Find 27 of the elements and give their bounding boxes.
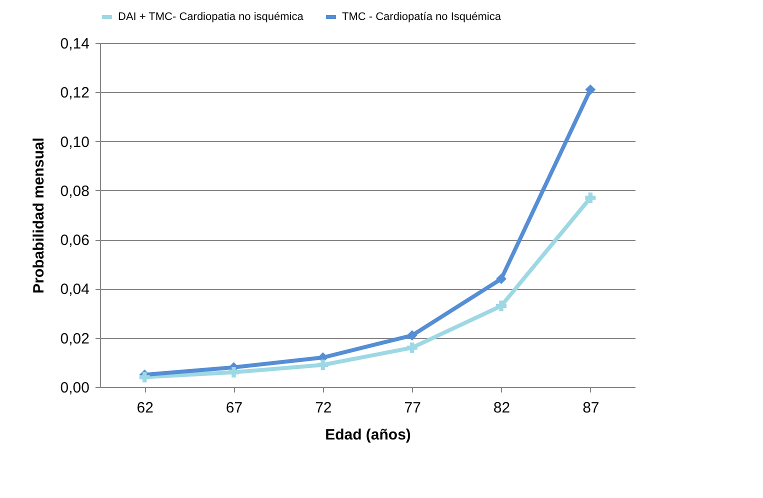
point (139, 372, 150, 382)
y-tick-label: 0,06 (60, 232, 90, 250)
point (228, 367, 239, 378)
x-tick-label: 67 (226, 400, 243, 416)
point (585, 192, 596, 204)
y-tick-label: 0,00 (60, 380, 90, 396)
y-tick-label: 0,12 (60, 84, 90, 102)
x-axis-title: Edad (años) (325, 426, 411, 444)
point (585, 84, 596, 95)
point (406, 330, 418, 341)
legend-label: TMC - Cardiopatía no Isquémica (342, 11, 502, 23)
x-tick-label: 72 (315, 400, 332, 416)
x-tick-label: 62 (136, 400, 154, 416)
y-tick-label: 0,08 (60, 182, 90, 200)
y-tick-label: 0,04 (60, 281, 90, 298)
point (406, 342, 418, 353)
point (496, 300, 506, 312)
x-tick-label: 77 (404, 400, 421, 416)
y-tick-label: 0,10 (60, 134, 90, 151)
y-tick-label: 0,02 (60, 330, 90, 348)
x-tick-label: 87 (582, 400, 600, 416)
point (496, 274, 506, 284)
point (318, 360, 328, 370)
y-axis-title: Probabilidad mensual (30, 138, 48, 294)
legend-label: DAI + TMC- Cardiopatia no isquémica (118, 11, 304, 23)
y-tick-label: 0,14 (60, 36, 90, 52)
x-tick-label: 82 (493, 400, 510, 416)
